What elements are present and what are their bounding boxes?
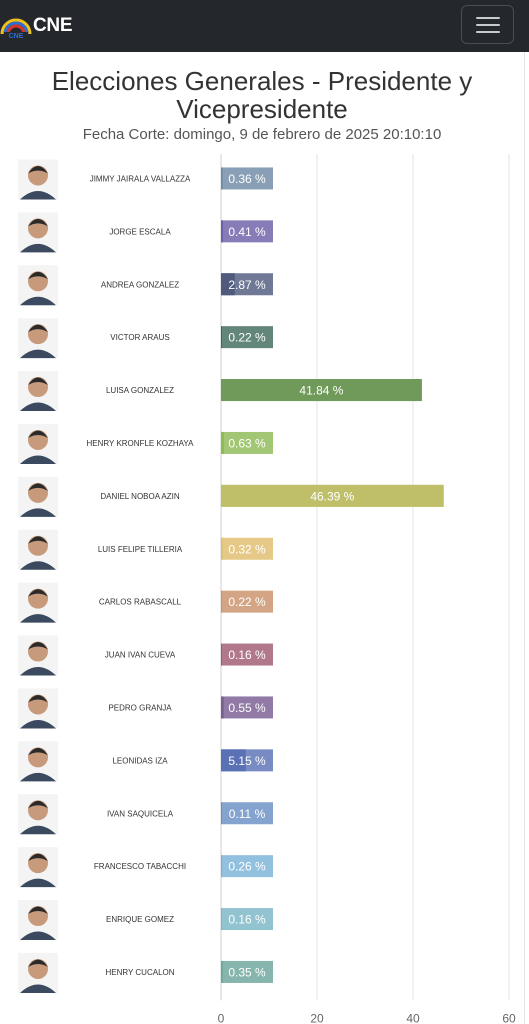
bar-label-box — [221, 220, 273, 243]
candidate-photo — [18, 900, 58, 941]
bar — [221, 484, 444, 507]
candidate-photo — [18, 529, 58, 570]
hamburger-line-icon — [476, 31, 500, 33]
x-tick-label: 40 — [406, 1011, 420, 1024]
chart-title: Elecciones Generales - Presidente y Vice… — [51, 66, 473, 124]
bar — [221, 643, 222, 666]
bar — [221, 908, 222, 931]
data-label: 0.16 % — [228, 913, 266, 927]
candidate-label: IVAN SAQUICELA — [107, 809, 174, 818]
candidate-label: DANIEL NOBOA AZIN — [100, 492, 180, 501]
chart-subtitle: Fecha Corte: domingo, 9 de febrero de 20… — [82, 126, 442, 143]
bar — [221, 590, 223, 613]
svg-text:CNE: CNE — [9, 33, 24, 40]
brand-text: CNE — [33, 15, 73, 36]
data-label: 0.55 % — [228, 701, 266, 715]
bar-label-box — [221, 802, 273, 825]
candidate-label: JUAN IVAN CUEVA — [105, 651, 176, 660]
candidate-photo — [18, 635, 58, 676]
candidate-photo — [18, 794, 58, 835]
bar-label-box — [221, 167, 273, 190]
candidate-photo — [18, 212, 58, 253]
cne-logo-icon: CNE — [0, 18, 32, 40]
data-label: 2.87 % — [228, 278, 266, 292]
candidate-label: CARLOS RABASCALL — [99, 598, 182, 607]
data-label: 0.22 % — [228, 595, 266, 609]
candidate-photo — [18, 688, 58, 729]
data-label: 46.39 % — [310, 489, 354, 503]
candidate-photo — [18, 423, 58, 464]
bar — [221, 960, 223, 983]
candidate-photo — [18, 318, 58, 359]
candidate-photo — [18, 265, 58, 306]
bar-label-box — [221, 908, 273, 931]
data-label: 0.63 % — [228, 436, 266, 450]
bar — [221, 273, 235, 296]
menu-toggle-button[interactable] — [461, 5, 514, 44]
x-tick-label: 0 — [218, 1011, 225, 1024]
candidate-label: PEDRO GRANJA — [108, 703, 172, 712]
candidate-label: JORGE ESCALA — [109, 227, 171, 236]
candidate-photo — [18, 741, 58, 782]
data-label: 0.35 % — [228, 965, 266, 979]
hamburger-line-icon — [476, 17, 500, 19]
candidate-label: HENRY KRONFLE KOZHAYA — [87, 439, 195, 448]
candidate-label: HENRY CUCALON — [105, 968, 174, 977]
bar-label-box — [221, 431, 273, 454]
candidate-photo — [18, 476, 58, 517]
bar-label-box — [221, 643, 273, 666]
data-label: 41.84 % — [299, 384, 343, 398]
data-label: 0.22 % — [228, 331, 266, 345]
page-border — [524, 52, 525, 1024]
bar — [221, 802, 222, 825]
bar — [221, 431, 225, 454]
bar — [221, 167, 223, 190]
bar-label-box — [221, 855, 273, 878]
bar — [221, 379, 422, 402]
bar-label-box — [221, 537, 273, 560]
candidate-label: LEONIDAS IZA — [112, 756, 168, 765]
bar — [221, 749, 246, 772]
bar — [221, 696, 224, 719]
candidate-photo — [18, 159, 58, 200]
data-label: 0.16 % — [228, 648, 266, 662]
data-label: 0.36 % — [228, 172, 266, 186]
x-tick-label: 60 — [502, 1011, 516, 1024]
bar-label-box — [221, 590, 273, 613]
bar-label-box — [221, 960, 273, 983]
data-label: 0.11 % — [229, 807, 266, 821]
x-tick-label: 20 — [310, 1011, 324, 1024]
candidate-photo — [18, 847, 58, 888]
candidate-label: VICTOR ARAUS — [110, 333, 169, 342]
bar — [221, 537, 223, 560]
candidate-label: ANDREA GONZALEZ — [101, 280, 179, 289]
top-navbar: CNE CNE — [0, 0, 529, 52]
results-bar-chart: JIMMY JAIRALA VALLAZZA 0.36 % JORGE ESCALA… — [18, 154, 516, 1024]
candidate-label: JIMMY JAIRALA VALLAZZA — [90, 174, 191, 183]
data-label: 5.15 % — [228, 754, 266, 768]
candidate-label: FRANCESCO TABACCHI — [94, 862, 186, 871]
bar-label-box — [221, 326, 273, 349]
brand-link[interactable]: CNE CNE — [0, 12, 73, 40]
bar — [221, 855, 223, 878]
candidate-photo — [18, 952, 58, 993]
candidate-label: LUISA GONZALEZ — [106, 386, 174, 395]
bar — [221, 220, 223, 243]
candidate-label: LUIS FELIPE TILLERIA — [98, 545, 183, 554]
data-label: 0.26 % — [228, 860, 266, 874]
hamburger-line-icon — [476, 24, 500, 26]
candidate-photo — [18, 582, 58, 623]
candidate-photo — [18, 371, 58, 412]
bar — [221, 326, 223, 349]
data-label: 0.41 % — [228, 225, 266, 239]
candidate-label: ENRIQUE GOMEZ — [106, 915, 174, 924]
bar-label-box — [221, 696, 273, 719]
data-label: 0.32 % — [228, 542, 266, 556]
